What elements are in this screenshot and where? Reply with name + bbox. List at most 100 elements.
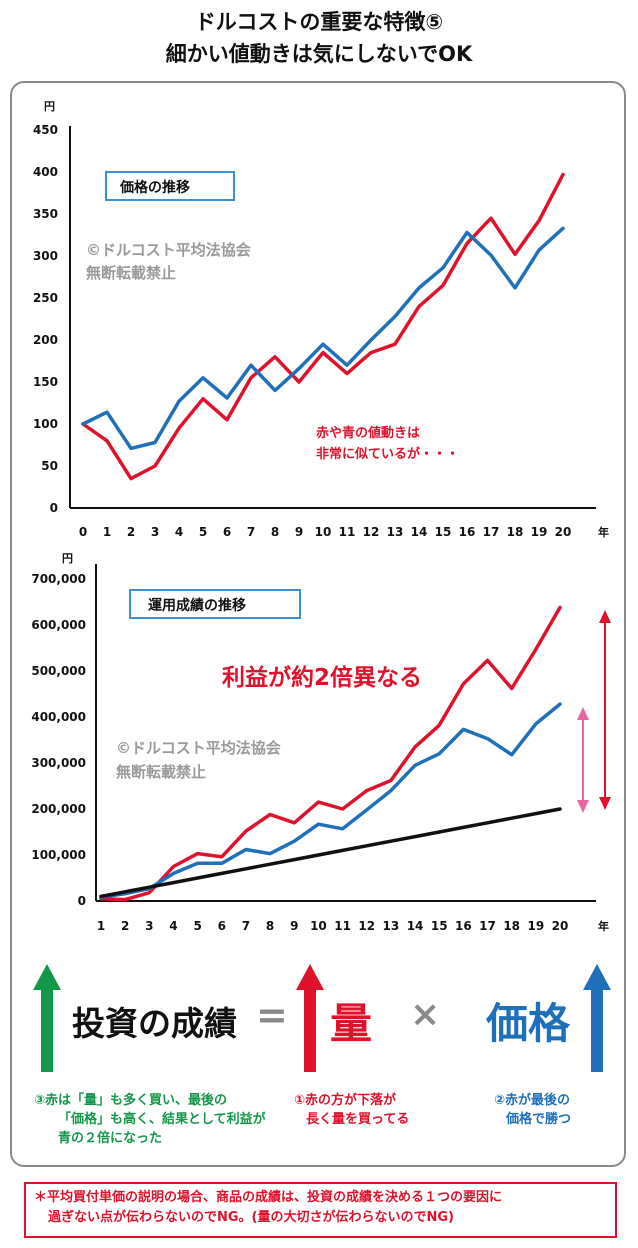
formula-equals: = xyxy=(256,993,288,1037)
c1-y-tick-label: 50 xyxy=(41,459,58,473)
c1-x-tick-label: 3 xyxy=(151,525,159,539)
caption-red-line1: ①赤の方が下落が xyxy=(294,1093,397,1108)
c1-x-tick-label: 2 xyxy=(127,525,135,539)
c2-x-tick-label: 11 xyxy=(334,919,351,933)
formula-times: × xyxy=(410,994,441,1035)
performance-legend-box: 運用成績の推移 xyxy=(129,589,301,619)
c2-x-tick-label: 17 xyxy=(479,919,496,933)
c1-x-tick-label: 10 xyxy=(315,525,332,539)
c2-x-tick-label: 18 xyxy=(503,919,520,933)
c1-x-tick-label: 8 xyxy=(271,525,279,539)
caption-blue-line2: 価格で勝つ xyxy=(506,1112,572,1127)
c1-x-tick-label: 20 xyxy=(555,525,572,539)
c1-x-tick-label: 17 xyxy=(483,525,500,539)
c2-y-tick-label: 100,000 xyxy=(31,848,86,862)
c2-x-tick-label: 19 xyxy=(527,919,544,933)
c1-y-tick-label: 0 xyxy=(50,501,58,515)
c1-x-tick-label: 14 xyxy=(411,525,428,539)
footnote-box: ＊平均買付単価の説明の場合、商品の成績は、投資の成績を決める１つの要因に 過ぎな… xyxy=(24,1182,617,1238)
pink-gap-arrow xyxy=(577,707,589,813)
caption-blue-line1: ②赤が最後の xyxy=(494,1093,571,1108)
blue-up-arrow xyxy=(583,964,611,1072)
c2-x-tick-label: 12 xyxy=(358,919,375,933)
performance-y-unit: 円 xyxy=(62,552,73,565)
c2-x-tick-label: 3 xyxy=(145,919,153,933)
c1-x-tick-label: 11 xyxy=(339,525,356,539)
c1-y-tick-label: 400 xyxy=(33,165,58,179)
c1-y-tick-label: 150 xyxy=(33,375,58,389)
c1-y-tick-label: 450 xyxy=(33,123,58,137)
price-legend-label: 価格の推移 xyxy=(119,179,190,196)
c1-x-tick-label: 12 xyxy=(363,525,380,539)
c1-y-tick-label: 250 xyxy=(33,291,58,305)
price-annotation-line1: 赤や青の値動きは xyxy=(316,425,420,441)
footnote-line1: ＊平均買付単価の説明の場合、商品の成績は、投資の成績を決める１つの要因に xyxy=(34,1190,503,1205)
c1-x-tick-label: 0 xyxy=(79,525,87,539)
performance-chart: 円 年 0 100,000 200,000 300,000 400,000 500,000… xyxy=(31,552,611,933)
c1-series-red-line xyxy=(81,172,565,481)
page-title-line1: ドルコストの重要な特徴⑤ xyxy=(194,10,444,34)
page-title-line2: 細かい値動きは気にしないでOK xyxy=(165,42,473,66)
c1-x-tick-label: 15 xyxy=(435,525,452,539)
c2-y-tick-label: 400,000 xyxy=(31,710,86,724)
c1-x-tick-label: 18 xyxy=(507,525,524,539)
c2-x-tick-label: 7 xyxy=(242,919,250,933)
c2-x-tick-label: 15 xyxy=(431,919,448,933)
c1-x-tick-label: 4 xyxy=(175,525,183,539)
c2-y-tick-label: 200,000 xyxy=(31,802,86,816)
price-y-unit: 円 xyxy=(44,100,55,113)
caption-green-line2: 「価格」も高く、結果として利益が xyxy=(58,1112,266,1127)
caption-green-line3: 青の２倍になった xyxy=(58,1131,163,1146)
caption-red: ①赤の方が下落が 長く量を買ってる xyxy=(294,1091,409,1129)
c1-x-tick-label: 6 xyxy=(223,525,231,539)
c2-x-tick-label: 1 xyxy=(97,919,105,933)
c2-x-tick-label: 2 xyxy=(121,919,129,933)
c2-x-tick-label: 16 xyxy=(455,919,472,933)
content-panel xyxy=(10,81,626,1167)
c2-series-blue-line xyxy=(99,702,562,900)
performance-x-unit: 年 xyxy=(598,919,609,933)
c1-x-tick-label: 19 xyxy=(531,525,548,539)
c2-x-tick-label: 14 xyxy=(407,919,424,933)
c2-series-red-line xyxy=(99,605,562,902)
c2-y-tick-label: 600,000 xyxy=(31,618,86,632)
price-legend-box: 価格の推移 xyxy=(105,171,235,201)
formula-price: 価格 xyxy=(486,999,571,1048)
green-up-arrow xyxy=(33,964,61,1072)
c2-y-tick-label: 0 xyxy=(78,894,86,908)
c1-x-tick-label: 13 xyxy=(387,525,404,539)
performance-watermark-line1: ©ドルコスト平均法協会 xyxy=(116,739,281,757)
price-annotation-line2: 非常に似ているが・・・ xyxy=(316,446,459,462)
performance-legend-label: 運用成績の推移 xyxy=(148,597,246,614)
c1-series-blue-line xyxy=(81,226,565,451)
performance-annotation: 利益が約2倍異なる xyxy=(222,664,422,691)
c2-y-tick-label: 300,000 xyxy=(31,756,86,770)
c2-x-tick-label: 5 xyxy=(193,919,201,933)
performance-watermark-line2: 無断転載禁止 xyxy=(116,763,206,781)
caption-green: ③赤は「量」も多く買い、最後の 「価格」も高く、結果として利益が 青の２倍になっ… xyxy=(34,1091,266,1148)
c1-y-tick-label: 350 xyxy=(33,207,58,221)
formula-investment-result: 投資の成績 xyxy=(72,1004,237,1043)
c1-x-tick-label: 5 xyxy=(199,525,207,539)
price-chart-axes xyxy=(69,126,596,509)
formula-arrows xyxy=(33,964,611,1072)
c2-x-tick-label: 8 xyxy=(266,919,274,933)
footnote-line2: 過ぎない点が伝わらないのでNG。(量の大切さが伝わらないのでNG) xyxy=(48,1210,454,1225)
red-gap-arrow xyxy=(599,610,611,810)
c2-x-tick-label: 13 xyxy=(383,919,400,933)
red-up-arrow xyxy=(296,964,324,1072)
caption-green-line1: ③赤は「量」も多く買い、最後の xyxy=(34,1093,228,1108)
c1-y-tick-label: 300 xyxy=(33,249,58,263)
price-watermark-line2: 無断転載禁止 xyxy=(86,264,176,282)
c1-x-tick-label: 16 xyxy=(459,525,476,539)
c1-y-tick-label: 100 xyxy=(33,417,58,431)
formula-quantity: 量 xyxy=(330,999,373,1048)
c1-y-tick-label: 200 xyxy=(33,333,58,347)
c2-x-tick-label: 10 xyxy=(310,919,327,933)
caption-red-line2: 長く量を買ってる xyxy=(306,1112,410,1127)
c2-series-black-line xyxy=(99,807,562,899)
c2-y-tick-label: 500,000 xyxy=(31,664,86,678)
caption-blue: ②赤が最後の 価格で勝つ xyxy=(494,1091,571,1129)
price-x-unit: 年 xyxy=(598,525,609,539)
